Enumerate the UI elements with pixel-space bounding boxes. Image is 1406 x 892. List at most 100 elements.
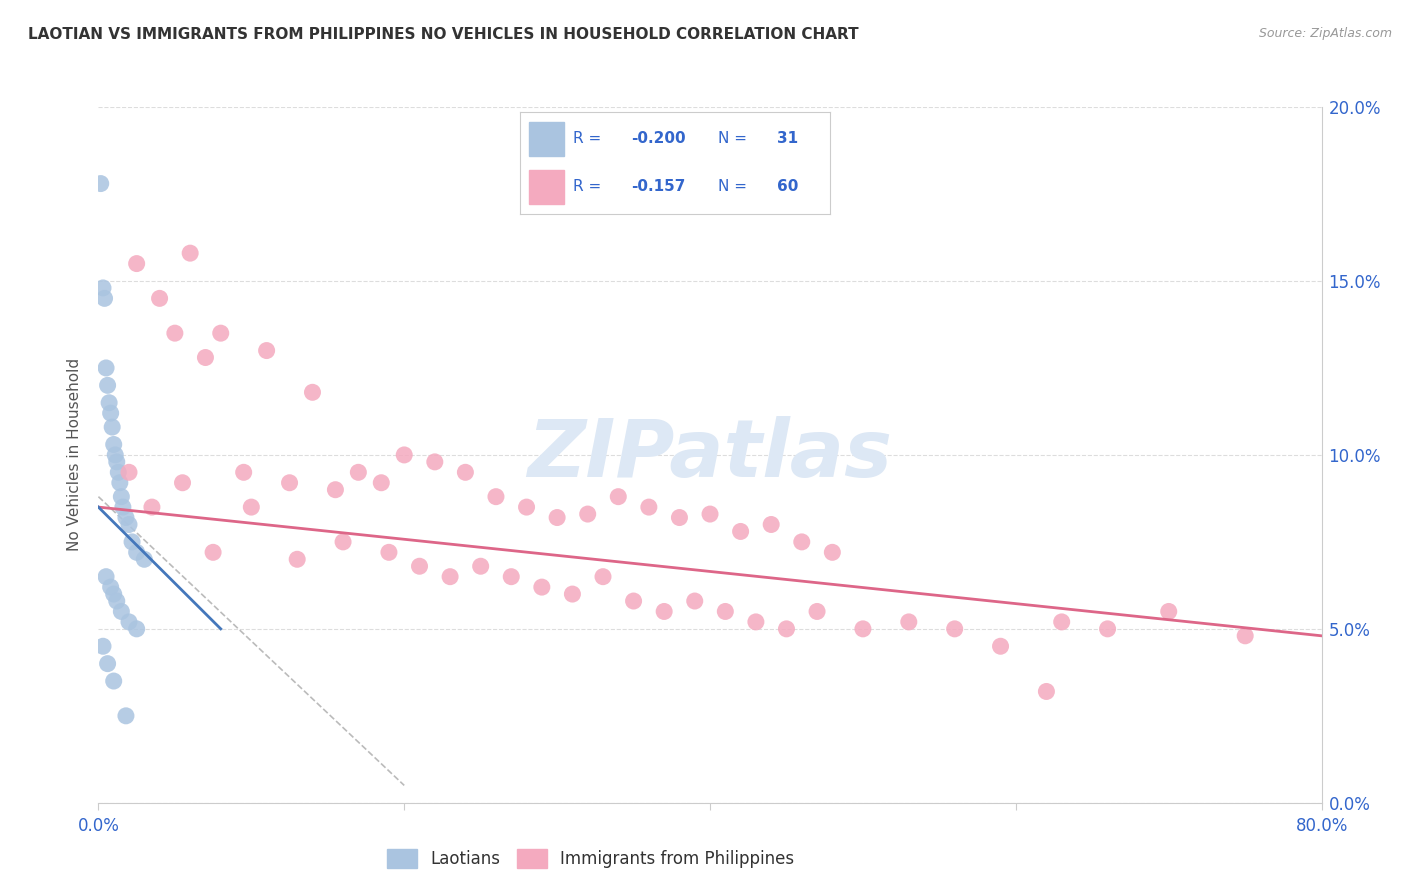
Point	[347, 466, 370, 480]
Point	[103, 674, 125, 689]
Point	[97, 378, 120, 392]
Point	[115, 510, 138, 524]
Point	[668, 510, 690, 524]
Point	[301, 385, 323, 400]
Point	[485, 490, 508, 504]
Point	[392, 448, 416, 462]
Point	[110, 490, 132, 504]
Point	[104, 448, 127, 462]
Point	[90, 177, 112, 191]
Point	[91, 639, 114, 653]
Text: R =: R =	[572, 130, 606, 145]
Point	[943, 622, 966, 636]
Point	[501, 570, 523, 584]
Point	[285, 552, 308, 566]
Point	[592, 570, 614, 584]
Point	[1050, 615, 1073, 629]
Point	[256, 343, 278, 358]
Point	[546, 510, 568, 524]
Point	[623, 594, 645, 608]
Text: 60: 60	[778, 179, 799, 194]
Text: Source: ZipAtlas.com: Source: ZipAtlas.com	[1258, 27, 1392, 40]
Point	[103, 587, 125, 601]
Point	[470, 559, 492, 574]
Legend: Laotians, Immigrants from Philippines: Laotians, Immigrants from Philippines	[380, 842, 801, 875]
Point	[98, 395, 121, 409]
Text: 31: 31	[778, 130, 799, 145]
Point	[125, 545, 148, 559]
Text: R =: R =	[572, 179, 610, 194]
Point	[101, 420, 124, 434]
Point	[897, 615, 920, 629]
Point	[714, 605, 737, 619]
Point	[1097, 622, 1119, 636]
Point	[115, 708, 138, 723]
Point	[209, 326, 232, 340]
Point	[100, 580, 122, 594]
Y-axis label: No Vehicles in Household: No Vehicles in Household	[67, 359, 83, 551]
Point	[94, 570, 117, 584]
Point	[172, 475, 194, 490]
Point	[111, 500, 134, 514]
Point	[100, 406, 122, 420]
Point	[806, 605, 828, 619]
Point	[378, 545, 401, 559]
Text: N =: N =	[718, 130, 752, 145]
Point	[408, 559, 430, 574]
Point	[439, 570, 461, 584]
Point	[125, 256, 148, 270]
Point	[1234, 629, 1257, 643]
Point	[134, 552, 156, 566]
Bar	[530, 170, 564, 204]
Point	[179, 246, 201, 260]
Point	[530, 580, 553, 594]
Point	[454, 466, 477, 480]
Text: ZIPatlas: ZIPatlas	[527, 416, 893, 494]
Point	[118, 517, 141, 532]
Point	[232, 466, 254, 480]
Point	[105, 455, 128, 469]
Point	[91, 281, 114, 295]
Point	[108, 475, 131, 490]
Point	[118, 466, 141, 480]
Point	[278, 475, 301, 490]
Point	[240, 500, 263, 514]
Point	[202, 545, 225, 559]
Point	[149, 291, 172, 305]
Point	[821, 545, 844, 559]
Point	[652, 605, 675, 619]
Point	[516, 500, 538, 514]
Point	[103, 437, 125, 451]
Point	[103, 82, 125, 96]
Point	[576, 507, 599, 521]
Point	[163, 326, 186, 340]
Point	[325, 483, 347, 497]
Text: LAOTIAN VS IMMIGRANTS FROM PHILIPPINES NO VEHICLES IN HOUSEHOLD CORRELATION CHAR: LAOTIAN VS IMMIGRANTS FROM PHILIPPINES N…	[28, 27, 859, 42]
Point	[607, 490, 630, 504]
Point	[118, 615, 141, 629]
Point	[121, 534, 143, 549]
Point	[1035, 684, 1057, 698]
Point	[93, 291, 115, 305]
Point	[745, 615, 768, 629]
Point	[141, 500, 163, 514]
Point	[699, 507, 721, 521]
Point	[94, 360, 117, 375]
Point	[730, 524, 752, 539]
Point	[194, 351, 217, 365]
Point	[107, 466, 129, 480]
Point	[110, 605, 132, 619]
Point	[761, 517, 783, 532]
Point	[97, 657, 120, 671]
Point	[790, 534, 813, 549]
Point	[775, 622, 797, 636]
Point	[1157, 605, 1180, 619]
Point	[332, 534, 354, 549]
Text: N =: N =	[718, 179, 752, 194]
Point	[852, 622, 875, 636]
Point	[105, 594, 128, 608]
Point	[423, 455, 446, 469]
Text: -0.200: -0.200	[631, 130, 686, 145]
Point	[683, 594, 706, 608]
Point	[125, 622, 148, 636]
